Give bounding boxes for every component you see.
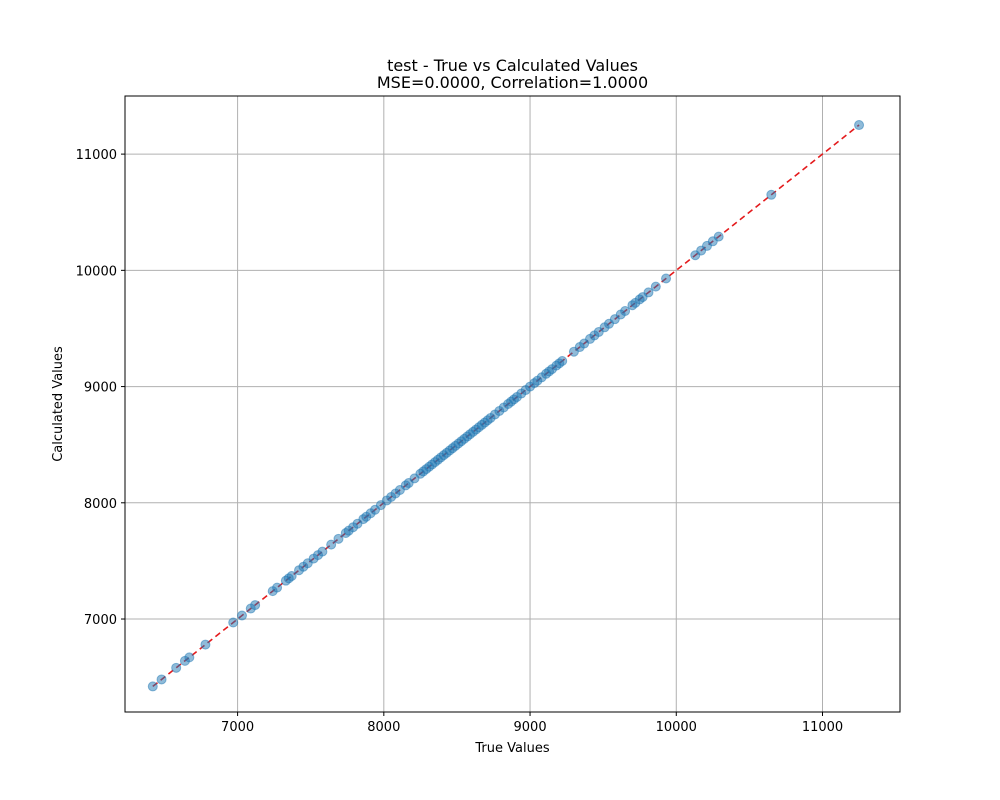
- data-points: [147, 120, 865, 692]
- axes-frame: [124, 95, 901, 713]
- axis-ticks: 7000 8000 9000 10000 11000 7000 8000 9000 10000 1…: [76, 148, 844, 735]
- chart-title-line1: test - True vs Calculated Values: [387, 56, 638, 75]
- x-axis-label: True Values: [474, 741, 549, 756]
- data-point: [147, 681, 158, 692]
- x-tick-label: 9000: [514, 720, 547, 735]
- data-point: [661, 273, 672, 284]
- y-tick-label: 9000: [84, 381, 117, 396]
- data-point: [333, 533, 344, 544]
- x-tick-label: 7000: [221, 720, 254, 735]
- data-point: [228, 617, 239, 628]
- data-point: [620, 306, 631, 317]
- data-point: [766, 189, 777, 200]
- x-tick-label: 8000: [367, 720, 400, 735]
- data-point: [156, 674, 167, 685]
- y-tick-label: 11000: [76, 148, 117, 163]
- y-tick-label: 8000: [84, 497, 117, 512]
- data-point: [184, 652, 195, 663]
- data-point: [643, 287, 654, 298]
- x-tick-label: 10000: [656, 720, 697, 735]
- data-point: [713, 231, 724, 242]
- y-tick-label: 7000: [84, 613, 117, 628]
- data-point: [650, 281, 661, 292]
- data-point: [286, 571, 297, 582]
- data-point: [317, 546, 328, 557]
- data-point: [200, 639, 211, 650]
- y-axis-label: Calculated Values: [51, 346, 66, 462]
- data-point: [250, 600, 261, 611]
- data-point: [236, 610, 247, 621]
- x-tick-label: 11000: [802, 720, 843, 735]
- y-tick-label: 10000: [76, 264, 117, 279]
- data-point: [272, 582, 283, 593]
- data-point: [171, 662, 182, 673]
- chart-title-line2: MSE=0.0000, Correlation=1.0000: [377, 73, 648, 92]
- data-point: [854, 120, 865, 131]
- grid-lines: [125, 96, 900, 712]
- data-point: [557, 355, 568, 366]
- data-point: [326, 539, 337, 550]
